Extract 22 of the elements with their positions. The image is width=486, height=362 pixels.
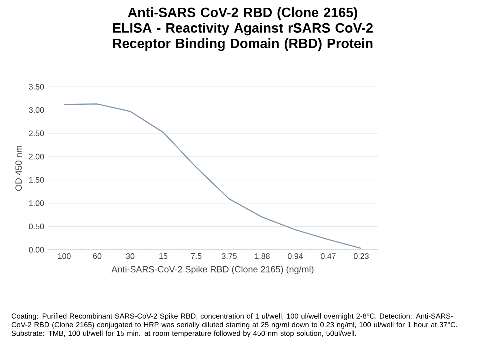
x-tick-label: 15 [160,254,168,260]
x-tick-label: 100 [58,254,71,260]
x-tick-label: 0.47 [321,254,336,260]
y-tick-label: 3.50 [29,84,44,90]
line-series [64,104,362,250]
y-axis-title: OD 450 nm [16,146,22,192]
y-tick-label: 1.00 [30,200,44,206]
x-tick-label: 0.23 [354,254,369,260]
x-tick-label: 7.5 [191,254,202,260]
y-tick-label: 2.00 [29,154,44,160]
y-tick-label: 2.50 [29,130,44,136]
y-tick-label: 3.00 [29,107,44,114]
x-tick-label: 1.88 [255,254,270,260]
x-tick-label: 60 [93,254,102,260]
x-tick-label: 3.75 [222,254,237,260]
y-tick-label: 0.00 [29,247,44,253]
y-tick-label: 1.50 [30,177,44,183]
x-axis-title: Anti-SARS-CoV-2 Spike RBD (Clone 2165) (ng/ml) [112,266,314,274]
chart-title: Anti-SARS CoV-2 RBD (Clone 2165) ELISA - Reactivity Against rSARS CoV-2 Receptor Binding Domain (RBD) Protein [113,8,373,52]
x-tick-label: 30 [126,254,135,260]
y-tick-label: 0.50 [29,224,44,230]
x-tick-label: 0.94 [288,254,304,260]
